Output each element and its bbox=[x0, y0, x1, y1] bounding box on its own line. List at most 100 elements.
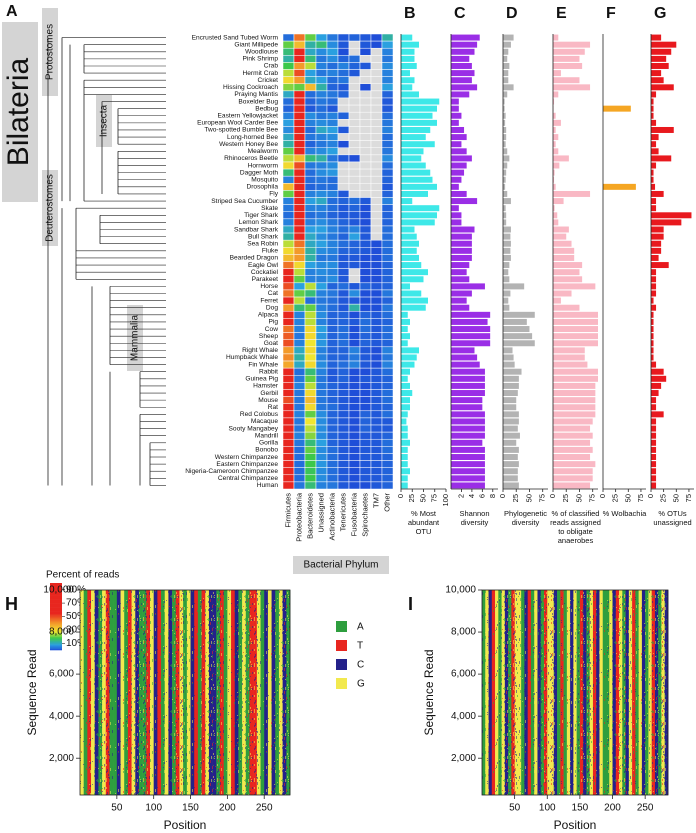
heat-cell bbox=[304, 168, 317, 177]
heat-cell bbox=[304, 410, 317, 419]
heat-cell bbox=[337, 453, 350, 461]
bar bbox=[503, 411, 519, 418]
heat-cell bbox=[381, 396, 394, 404]
heat-cell bbox=[293, 239, 306, 248]
colorbar-step bbox=[50, 587, 62, 589]
heat-cell bbox=[359, 410, 372, 419]
bar bbox=[401, 354, 417, 361]
heat-cell bbox=[282, 410, 295, 419]
species-label: Eastern Yellowjacket bbox=[218, 113, 279, 120]
heat-cell bbox=[282, 396, 295, 404]
bar bbox=[651, 169, 654, 176]
bar bbox=[553, 119, 561, 126]
heat-cell bbox=[282, 211, 295, 220]
heat-cell bbox=[315, 367, 328, 376]
heat-cell bbox=[293, 211, 306, 220]
bar bbox=[651, 475, 657, 482]
heat-cell bbox=[381, 55, 394, 63]
x-tick-label: 2 bbox=[456, 494, 465, 498]
heat-cell bbox=[326, 332, 339, 340]
absent-cell bbox=[359, 104, 372, 113]
y-axis-title: Sequence Read bbox=[422, 649, 436, 735]
species-label: Cockatiel bbox=[251, 269, 279, 276]
heat-cell bbox=[293, 90, 306, 99]
heat-cell bbox=[359, 289, 372, 298]
heat-cell bbox=[282, 325, 295, 333]
heat-cell bbox=[381, 168, 394, 177]
species-label: Bull Shark bbox=[248, 233, 279, 240]
bar bbox=[401, 63, 417, 69]
x-tick-label: 150 bbox=[572, 803, 589, 814]
heat-cell bbox=[282, 254, 295, 262]
bar bbox=[503, 326, 530, 333]
bar bbox=[603, 183, 636, 190]
bar bbox=[401, 468, 410, 475]
heat-cell bbox=[348, 296, 361, 305]
heat-cell bbox=[359, 296, 372, 305]
heat-cell bbox=[315, 261, 328, 269]
bar bbox=[401, 84, 413, 91]
panel-label: H bbox=[5, 594, 18, 614]
heat-cell bbox=[282, 353, 295, 362]
heat-cell bbox=[337, 296, 350, 305]
heat-cell bbox=[282, 417, 295, 426]
bar bbox=[553, 368, 598, 375]
heat-cell bbox=[337, 40, 350, 49]
heat-cell bbox=[381, 332, 394, 340]
species-label: Ferret bbox=[260, 297, 278, 304]
heat-cell bbox=[370, 33, 383, 42]
absent-cell bbox=[359, 190, 372, 198]
heat-cell bbox=[337, 76, 350, 85]
absent-cell bbox=[359, 161, 372, 170]
bar bbox=[553, 347, 585, 354]
bar bbox=[553, 482, 591, 489]
heat-cell bbox=[282, 474, 295, 483]
heat-cell bbox=[381, 104, 394, 113]
bar bbox=[451, 233, 472, 240]
heat-cell bbox=[304, 76, 317, 85]
heat-cell bbox=[326, 460, 339, 468]
heat-cell bbox=[282, 69, 295, 77]
heat-cell bbox=[326, 168, 339, 177]
bar bbox=[553, 162, 560, 169]
bar bbox=[401, 233, 417, 240]
bar bbox=[451, 84, 478, 91]
bar bbox=[651, 148, 659, 155]
heat-cell bbox=[282, 90, 295, 99]
absent-cell bbox=[337, 183, 350, 191]
species-label: Encrusted Sand Tubed Worm bbox=[192, 34, 279, 41]
heat-cell bbox=[315, 225, 328, 234]
absent-cell bbox=[348, 104, 361, 113]
species-label: Guinea Pig bbox=[245, 376, 278, 383]
bar bbox=[651, 105, 654, 112]
heat-cell bbox=[282, 161, 295, 170]
heat-cell bbox=[381, 389, 394, 397]
absent-cell bbox=[370, 47, 383, 56]
species-label: Hissing Cockroach bbox=[223, 84, 278, 91]
bar bbox=[401, 169, 431, 176]
heat-cell bbox=[359, 239, 372, 248]
heat-cell bbox=[293, 225, 306, 234]
heat-cell bbox=[326, 318, 339, 326]
heat-cell bbox=[348, 225, 361, 234]
heat-cell bbox=[282, 268, 295, 276]
bar bbox=[451, 48, 475, 55]
bar bbox=[503, 205, 506, 212]
absent-cell bbox=[370, 104, 383, 113]
heat-cell bbox=[381, 111, 394, 120]
heat-cell bbox=[348, 396, 361, 404]
bar bbox=[451, 361, 480, 368]
bar bbox=[651, 205, 657, 212]
heat-cell bbox=[315, 83, 328, 92]
absent-cell bbox=[359, 147, 372, 156]
bar bbox=[651, 461, 657, 468]
heat-cell bbox=[337, 239, 350, 248]
bar bbox=[401, 318, 410, 325]
bar bbox=[401, 326, 408, 333]
x-tick-label: 50 bbox=[524, 494, 533, 502]
heat-cell bbox=[370, 254, 383, 262]
heat-cell bbox=[282, 296, 295, 305]
heat-cell bbox=[337, 403, 350, 412]
bar bbox=[451, 446, 485, 453]
bar bbox=[503, 432, 520, 439]
